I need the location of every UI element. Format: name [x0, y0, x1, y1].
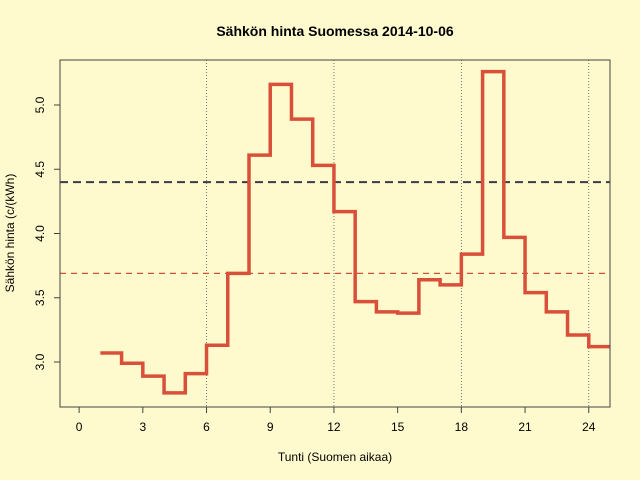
- x-axis-label: Tunti (Suomen aikaa): [278, 450, 392, 464]
- x-tick-label: 0: [76, 420, 83, 434]
- y-tick-label: 3.0: [33, 353, 47, 370]
- y-tick-label: 4.0: [33, 225, 47, 242]
- y-tick-label: 5.0: [33, 96, 47, 113]
- y-axis-label: Sähkön hinta (c/(kWh): [3, 174, 17, 293]
- price-step-line: [100, 69, 610, 395]
- x-tick-label: 18: [455, 420, 469, 434]
- x-tick-label: 9: [267, 420, 274, 434]
- y-tick-label: 4.5: [33, 161, 47, 178]
- y-tick-label: 3.5: [33, 289, 47, 306]
- chart-title: Sähkön hinta Suomessa 2014-10-06: [216, 23, 454, 39]
- x-tick-label: 3: [139, 420, 146, 434]
- x-tick-label: 6: [203, 420, 210, 434]
- x-tick-label: 24: [582, 420, 596, 434]
- x-tick-label: 12: [327, 420, 341, 434]
- x-tick-label: 15: [391, 420, 405, 434]
- x-tick-label: 21: [518, 420, 532, 434]
